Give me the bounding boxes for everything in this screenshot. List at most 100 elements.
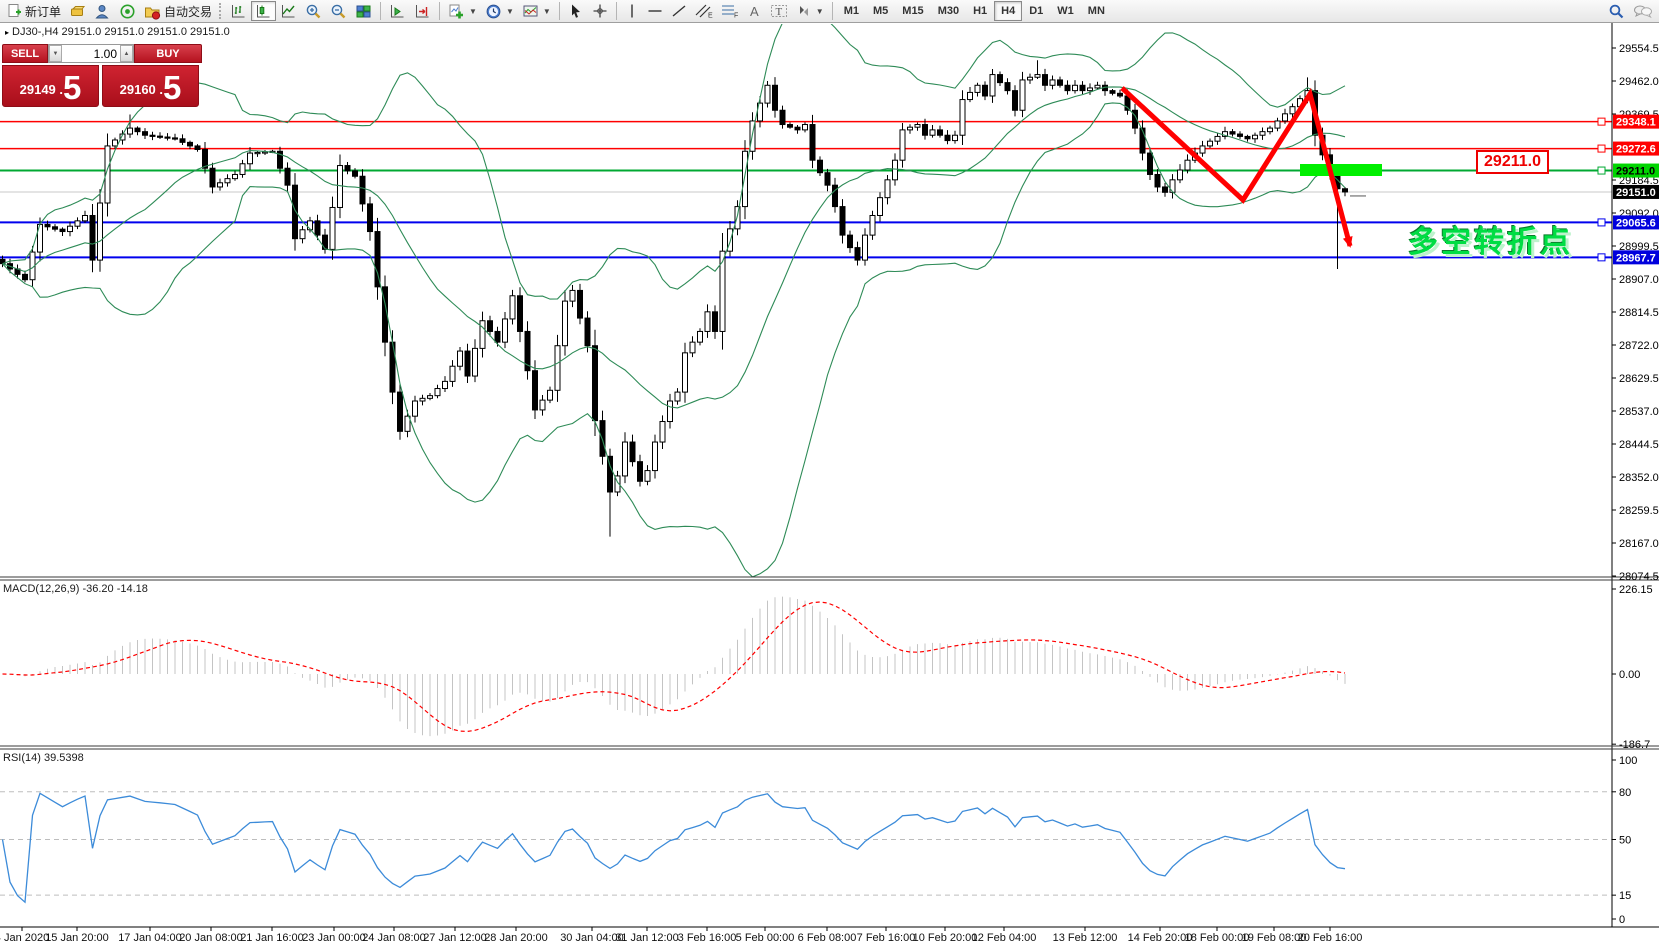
line-chart-icon	[282, 4, 295, 17]
auto-scroll-button[interactable]	[385, 1, 410, 21]
svg-text:6 Feb 08:00: 6 Feb 08:00	[798, 932, 857, 944]
horizontal-line-button[interactable]	[643, 1, 667, 21]
svg-text:226.15: 226.15	[1619, 584, 1653, 596]
line-handle[interactable]	[1597, 218, 1606, 227]
macd-panel[interactable]	[2, 596, 1346, 737]
svg-text:28444.5: 28444.5	[1619, 439, 1659, 451]
svg-text:29065.6: 29065.6	[1616, 217, 1656, 229]
svg-text:24 Jan 08:00: 24 Jan 08:00	[362, 932, 426, 944]
new-chart-button[interactable]: ▼	[444, 1, 481, 21]
trend-zigzag-arrow[interactable]	[1120, 86, 1353, 248]
timeframe-button-m1[interactable]: M1	[843, 5, 859, 17]
line-handle[interactable]	[1597, 117, 1606, 126]
sell-button[interactable]: SELL	[2, 44, 48, 63]
chat-button[interactable]	[1629, 1, 1657, 21]
toolbar-grip[interactable]	[219, 3, 223, 19]
accounts-button[interactable]	[90, 1, 115, 21]
svg-text:28537.0: 28537.0	[1619, 406, 1659, 418]
sell-price-display[interactable]: 29149 .5	[2, 65, 99, 107]
svg-text:28967.7: 28967.7	[1616, 252, 1656, 264]
line-handle[interactable]	[1597, 144, 1606, 153]
vertical-line-button[interactable]	[621, 1, 643, 21]
svg-text:28999.5: 28999.5	[1619, 241, 1659, 253]
bollinger-middle-band	[2, 86, 1346, 409]
bollinger-upper-band	[2, 24, 1346, 300]
auto-trading-button[interactable]: 自动交易	[140, 1, 216, 21]
svg-text:21 Jan 16:00: 21 Jan 16:00	[240, 932, 304, 944]
candle-chart-button[interactable]	[251, 1, 277, 21]
chat-bubbles-icon	[1634, 5, 1652, 18]
channel-button[interactable]: E	[691, 1, 717, 21]
toolbar-separator	[558, 2, 560, 20]
chart-shift-button[interactable]	[410, 1, 435, 21]
volume-increase-button[interactable]: ▲	[120, 45, 133, 62]
highlight-rectangle[interactable]	[1300, 164, 1382, 176]
buy-price-display[interactable]: 29160 .5	[102, 65, 199, 107]
zoom-in-icon	[306, 4, 321, 18]
rsi-panel[interactable]	[0, 791, 1612, 904]
volume-input[interactable]: 1.00	[93, 46, 117, 61]
period-button[interactable]: ▼	[481, 1, 518, 21]
svg-text:29184.5: 29184.5	[1619, 175, 1659, 187]
tile-windows-button[interactable]	[351, 1, 376, 21]
fibonacci-button[interactable]: F	[717, 1, 743, 21]
line-handle[interactable]	[1597, 253, 1606, 262]
bar-chart-button[interactable]	[226, 1, 251, 21]
sell-price-small: 29149 .	[19, 82, 63, 97]
svg-text:20 Jan 08:00: 20 Jan 08:00	[179, 932, 243, 944]
timeframe-button-m15[interactable]: M15	[902, 5, 924, 17]
channel-icon: E	[695, 4, 713, 19]
new-order-button[interactable]: 新订单	[2, 1, 65, 21]
new-order-icon	[8, 4, 21, 17]
timeframe-button-h1[interactable]: H1	[973, 5, 988, 17]
zoom-in-button[interactable]	[301, 1, 326, 21]
price-callout-box[interactable]: 29211.0	[1476, 150, 1549, 174]
bollinger-lower-band	[2, 102, 1346, 577]
collapse-arrow-icon[interactable]: ▸	[5, 28, 10, 37]
symbol-ohlc-text: DJ30-,H4 29151.0 29151.0 29151.0 29151.0	[12, 26, 230, 38]
buy-price-big: 5	[163, 69, 182, 106]
toolbar-separator	[439, 2, 441, 20]
timeframe-toolbar: M1 M5 M15 M30 H1 H4 D1 W1 MN	[837, 1, 1112, 21]
timeframe-button-w1[interactable]: W1	[1057, 5, 1074, 17]
templates-button[interactable]: ▼	[518, 1, 555, 21]
cursor-icon	[571, 4, 580, 18]
text-label-button[interactable]: T	[766, 1, 792, 21]
auto-trading-label: 自动交易	[164, 4, 213, 19]
volume-decrease-button[interactable]: ▼	[49, 45, 62, 62]
zoom-out-button[interactable]	[326, 1, 351, 21]
chart-shift-icon	[416, 4, 429, 17]
timeframe-button-h4[interactable]: H4	[994, 1, 1023, 21]
crosshair-button[interactable]	[588, 1, 612, 21]
timeframe-button-m5[interactable]: M5	[873, 5, 889, 17]
turning-point-note[interactable]: 多空转折点	[1408, 226, 1573, 259]
macd-signal-line	[2, 601, 1346, 733]
line-handle[interactable]	[1597, 166, 1606, 175]
price-scale[interactable]: 29554.529462.029369.529184.529092.028999…	[1612, 43, 1659, 926]
svg-text:12 Feb 04:00: 12 Feb 04:00	[972, 932, 1037, 944]
svg-text:28629.5: 28629.5	[1619, 373, 1659, 385]
arrows-button[interactable]: ▼	[792, 1, 828, 21]
line-chart-button[interactable]	[276, 1, 301, 21]
text-a-icon: A	[750, 4, 759, 19]
signals-button[interactable]	[115, 1, 140, 21]
timeframe-button-d1[interactable]: D1	[1029, 5, 1044, 17]
svg-text:28352.0: 28352.0	[1619, 472, 1659, 484]
trendline-button[interactable]	[667, 1, 691, 21]
market-watch-button[interactable]	[65, 1, 90, 21]
cursor-button[interactable]	[564, 1, 588, 21]
svg-text:5 Feb 00:00: 5 Feb 00:00	[736, 932, 795, 944]
timeframe-button-mn[interactable]: MN	[1087, 5, 1105, 17]
buy-button[interactable]: BUY	[134, 44, 202, 63]
text-label-icon: T	[770, 5, 787, 18]
text-button[interactable]: A	[743, 1, 766, 21]
main-chart-plot[interactable]	[0, 4, 1612, 577]
search-button[interactable]	[1604, 1, 1629, 21]
tile-windows-icon	[356, 5, 371, 17]
timeframe-button-m30[interactable]: M30	[937, 5, 960, 17]
svg-text:28722.0: 28722.0	[1619, 340, 1659, 352]
chevron-down-icon: ▼	[469, 6, 477, 16]
svg-text:29348.1: 29348.1	[1616, 117, 1656, 129]
